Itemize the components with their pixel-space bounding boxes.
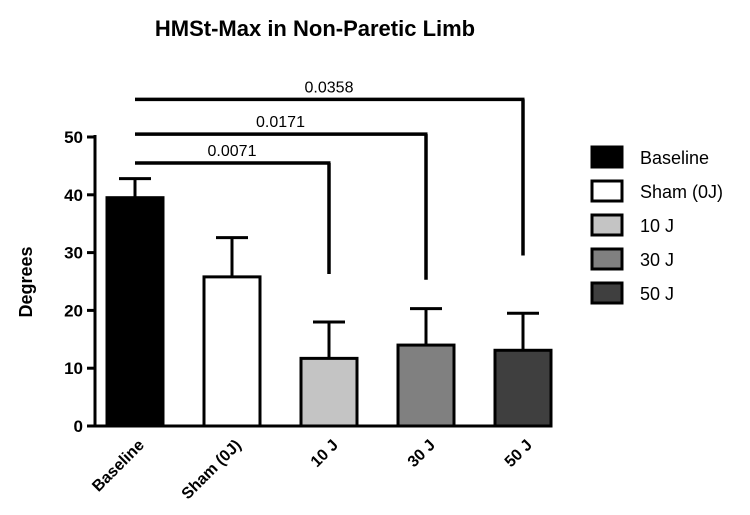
- axes: 0 10 20 30 40 50: [64, 128, 530, 436]
- p-value-label: 0.0071: [208, 143, 257, 160]
- p-value-label: 0.0358: [305, 79, 354, 96]
- legend-label: Sham (0J): [640, 182, 723, 202]
- bar-10-j: [299, 356, 359, 428]
- y-axis-label: Degrees: [16, 246, 36, 317]
- x-tick-label: 50 J: [502, 437, 536, 471]
- p-value-label: 0.0171: [256, 114, 305, 131]
- x-tick-label: Sham (0J): [179, 437, 245, 503]
- legend: Baseline Sham (0J) 10 J 30 J 50 J: [590, 145, 723, 305]
- y-tick-label: 0: [74, 417, 83, 436]
- legend-label: 10 J: [640, 216, 674, 236]
- y-tick-label: 20: [64, 301, 83, 320]
- bar-sham-0j: [202, 275, 262, 428]
- chart-title: HMSt-Max in Non-Paretic Limb: [155, 16, 475, 41]
- x-tick-label: 10 J: [308, 437, 342, 471]
- significance-brackets: 0.0071 0.0171 0.0358: [135, 79, 525, 280]
- bar-30-j: [396, 343, 456, 428]
- x-tick-label: 30 J: [405, 437, 439, 471]
- x-tick-labels: Baseline Sham (0J) 10 J 30 J 50 J: [89, 437, 536, 503]
- legend-swatch: [590, 247, 624, 271]
- y-tick-label: 40: [64, 186, 83, 205]
- error-bars: [119, 177, 539, 359]
- legend-swatch: [590, 145, 624, 169]
- legend-swatch: [590, 179, 624, 203]
- legend-label: 30 J: [640, 250, 674, 270]
- legend-label: 50 J: [640, 284, 674, 304]
- y-tick-label: 10: [64, 359, 83, 378]
- legend-label: Baseline: [640, 148, 709, 168]
- bar-baseline: [105, 196, 165, 428]
- bar-50-j: [493, 348, 553, 428]
- y-tick-label: 50: [64, 128, 83, 147]
- y-tick-label: 30: [64, 244, 83, 263]
- x-tick-label: Baseline: [89, 437, 148, 496]
- legend-swatch: [590, 281, 624, 305]
- legend-swatch: [590, 213, 624, 237]
